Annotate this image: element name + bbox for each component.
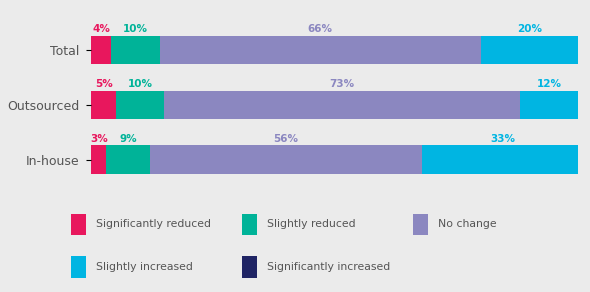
Bar <box>242 213 257 235</box>
Bar <box>91 36 111 64</box>
Text: 4%: 4% <box>92 24 110 34</box>
Text: 9%: 9% <box>119 134 137 144</box>
Bar <box>111 36 159 64</box>
Bar <box>71 256 86 278</box>
Bar <box>71 213 86 235</box>
Bar <box>520 91 578 119</box>
Bar <box>116 91 165 119</box>
Bar <box>422 145 583 174</box>
Bar <box>242 256 257 278</box>
Text: 10%: 10% <box>127 79 153 89</box>
Bar <box>481 36 578 64</box>
Text: Significantly increased: Significantly increased <box>267 262 391 272</box>
Text: Significantly reduced: Significantly reduced <box>96 220 211 230</box>
Text: 56%: 56% <box>274 134 299 144</box>
Bar <box>91 91 116 119</box>
Bar <box>159 36 481 64</box>
Text: 3%: 3% <box>90 134 107 144</box>
Text: 12%: 12% <box>536 79 562 89</box>
Text: Slightly reduced: Slightly reduced <box>267 220 356 230</box>
Text: No change: No change <box>438 220 497 230</box>
Text: Slightly increased: Slightly increased <box>96 262 193 272</box>
Text: 66%: 66% <box>308 24 333 34</box>
Text: 33%: 33% <box>490 134 515 144</box>
Text: 73%: 73% <box>330 79 355 89</box>
Text: 10%: 10% <box>123 24 148 34</box>
Bar <box>413 213 428 235</box>
Bar <box>150 145 422 174</box>
Bar <box>106 145 150 174</box>
Text: 20%: 20% <box>517 24 542 34</box>
Text: 5%: 5% <box>95 79 113 89</box>
Bar <box>91 145 106 174</box>
Bar <box>165 91 520 119</box>
